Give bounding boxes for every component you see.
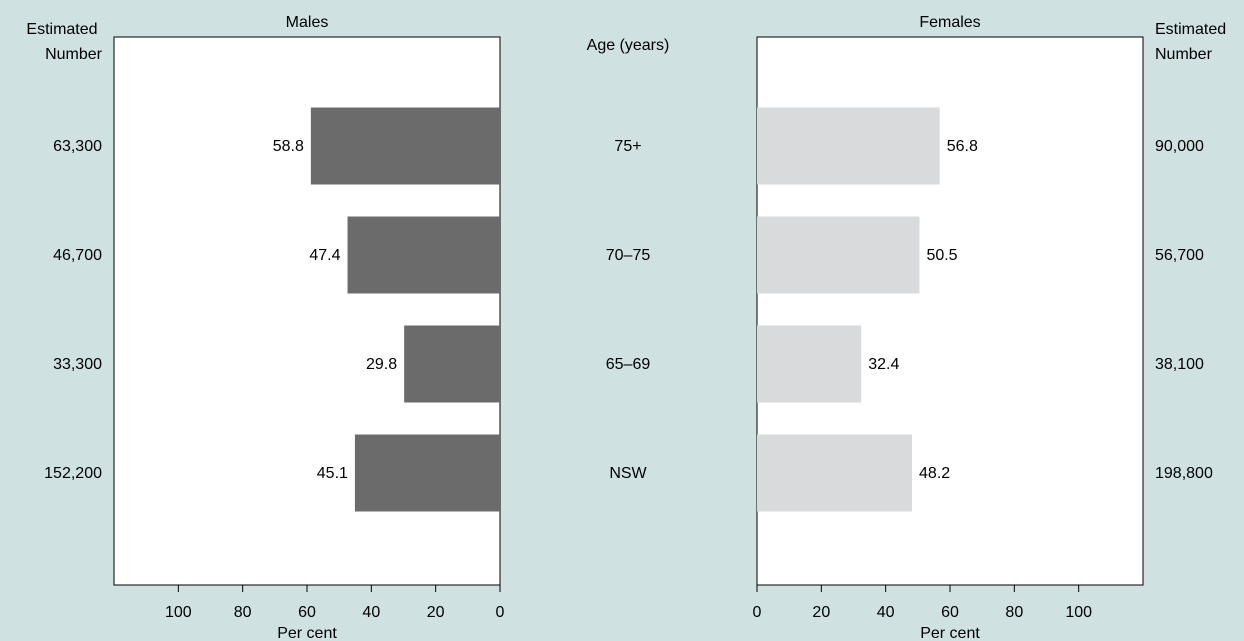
- right-estimated-label-line-2: Number: [1155, 46, 1213, 63]
- male-estimated-number: 46,700: [53, 247, 102, 264]
- male-bar: [404, 325, 500, 403]
- female-estimated-number: 90,000: [1155, 138, 1204, 155]
- right-x-axis-title: Per cent: [920, 625, 980, 641]
- left-x-tick-label: 20: [427, 604, 445, 621]
- males-title: Males: [286, 14, 329, 31]
- male-value-label: 45.1: [317, 465, 348, 482]
- age-category-label: NSW: [609, 465, 647, 482]
- left-estimated-label-line-1: Estimated: [26, 21, 97, 38]
- female-estimated-number: 38,100: [1155, 356, 1204, 373]
- male-bar: [354, 434, 500, 512]
- age-category-label: 65–69: [606, 356, 651, 373]
- age-category-label: 70–75: [606, 247, 651, 264]
- female-bar: [757, 325, 862, 403]
- male-bar: [347, 216, 500, 294]
- female-estimated-number: 56,700: [1155, 247, 1204, 264]
- right-x-tick-label: 100: [1065, 604, 1092, 621]
- right-estimated-label-line-1: Estimated: [1155, 21, 1226, 38]
- left-x-tick-label: 0: [496, 604, 505, 621]
- male-estimated-number: 63,300: [53, 138, 102, 155]
- female-value-label: 32.4: [868, 356, 899, 373]
- right-x-tick-label: 0: [753, 604, 762, 621]
- right-x-tick-label: 60: [941, 604, 959, 621]
- male-value-label: 47.4: [309, 247, 340, 264]
- left-x-axis-title: Per cent: [277, 625, 337, 641]
- left-x-tick-label: 60: [298, 604, 316, 621]
- right-x-tick-label: 20: [812, 604, 830, 621]
- left-estimated-label-line-2: Number: [45, 46, 103, 63]
- females-title: Females: [919, 14, 980, 31]
- female-value-label: 56.8: [947, 138, 978, 155]
- right-estimated-label: Estimated Number: [1155, 21, 1231, 63]
- female-bar: [757, 216, 920, 294]
- female-value-label: 48.2: [919, 465, 950, 482]
- right-x-tick-label: 40: [877, 604, 895, 621]
- left-x-tick-label: 40: [362, 604, 380, 621]
- left-x-tick-label: 80: [234, 604, 252, 621]
- male-estimated-number: 152,200: [44, 465, 102, 482]
- age-axis-label: Age (years): [587, 37, 670, 54]
- female-value-label: 50.5: [926, 247, 957, 264]
- female-estimated-number: 198,800: [1155, 465, 1213, 482]
- male-bar: [310, 107, 500, 185]
- right-x-tick-label: 80: [1005, 604, 1023, 621]
- male-estimated-number: 33,300: [53, 356, 102, 373]
- left-estimated-label: Estimated Number: [26, 21, 102, 63]
- female-bar: [757, 434, 913, 512]
- male-value-label: 58.8: [273, 138, 304, 155]
- left-x-tick-label: 100: [165, 604, 192, 621]
- male-value-label: 29.8: [366, 356, 397, 373]
- age-category-label: 75+: [614, 138, 641, 155]
- female-bar: [757, 107, 940, 185]
